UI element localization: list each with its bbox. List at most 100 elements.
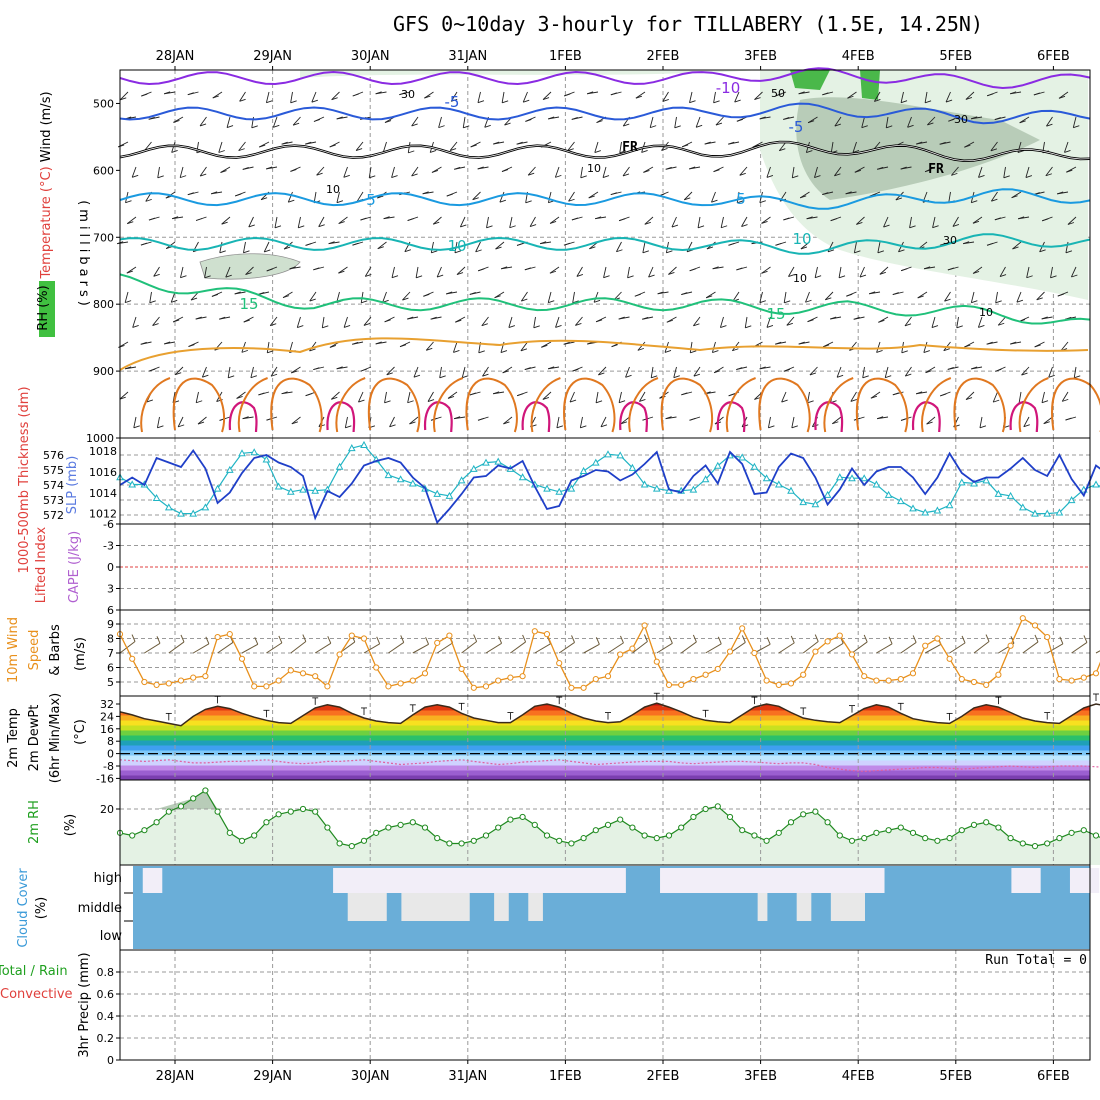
rh-marker [775, 829, 782, 836]
wind-barb [732, 348, 739, 352]
wind-barb [447, 391, 458, 399]
wind-units-label: (m/s) [73, 637, 88, 671]
wind-barb [822, 344, 830, 348]
wind-barb [713, 100, 720, 104]
wind-barb [384, 319, 391, 323]
axis-label-part: & Barbs [48, 624, 63, 676]
wind-barb [259, 144, 266, 148]
wind-barb [850, 391, 857, 402]
cloud-clear-middle [401, 893, 470, 921]
wind-barb [736, 118, 744, 122]
wind-barb [355, 148, 363, 152]
wind-barb [140, 242, 148, 246]
wind-barb [218, 150, 225, 153]
wind-barb [336, 200, 344, 204]
rh-marker [556, 837, 563, 844]
date-label-bottom: 30JAN [351, 1069, 390, 1084]
wind-barb [453, 349, 460, 353]
wind-barb [199, 123, 207, 127]
precip-tick-label: 0.4 [97, 1010, 115, 1023]
wind-barb [965, 91, 975, 100]
wind-barb [580, 166, 583, 178]
wind-barb [704, 141, 711, 145]
wind-barb [693, 373, 701, 377]
wind-barb [739, 172, 746, 176]
rh-marker [1007, 835, 1014, 842]
wind-speed-marker [800, 671, 807, 678]
wind-barb [180, 266, 184, 278]
rh-ylabel: RH (%) [36, 285, 51, 330]
wind-barb-10m [278, 635, 283, 644]
wind-barb-10m [1083, 635, 1088, 643]
wind-barb [199, 166, 207, 177]
wind-barb [689, 166, 696, 170]
wind-barb [508, 325, 515, 328]
temp-color-band [120, 775, 1090, 781]
wind-barb [997, 316, 1006, 326]
wind-barb [220, 170, 227, 173]
wind-barb [768, 425, 775, 429]
wind-barb [211, 293, 219, 297]
temp-color-band [120, 735, 1090, 741]
wind-barb-field [116, 91, 1081, 429]
wind-speed-marker [263, 683, 270, 690]
wind-barb [528, 172, 535, 176]
rh-marker [275, 811, 282, 818]
wind-barb [402, 291, 411, 301]
wind-barb [1060, 341, 1069, 351]
wind-barb [343, 166, 348, 178]
rh-marker [934, 837, 941, 844]
wind-barb [132, 316, 137, 328]
wind-barb [602, 166, 607, 178]
wind-barb [1072, 116, 1077, 128]
wind-speed-marker [1019, 615, 1026, 622]
wind-barb [713, 169, 720, 173]
wind-barb-10m [814, 634, 819, 642]
wind-barb [741, 224, 748, 227]
wind-barb [219, 250, 226, 254]
wind-speed-marker [702, 671, 709, 678]
rh-marker [397, 821, 404, 829]
wind-barb [316, 172, 323, 176]
wind-barb [358, 399, 365, 403]
slp-marker [1055, 508, 1064, 516]
wind-barb [267, 350, 274, 354]
wind-speed-marker [824, 638, 831, 645]
wind-barb [212, 95, 219, 99]
wind-barb [118, 144, 125, 148]
wind-barb [618, 218, 626, 222]
slp-marker [189, 509, 198, 517]
wind-barb [197, 416, 207, 425]
wind-barb [1009, 91, 1017, 95]
rh-marker [470, 837, 477, 844]
temperature-contour [119, 102, 1091, 125]
wind-speed-marker [1056, 676, 1063, 683]
wind-barb-10m [314, 642, 332, 654]
wind-barb [741, 216, 748, 227]
wind-barb [344, 416, 348, 428]
wind-barb [616, 241, 622, 252]
cloud-layer-label: middle [78, 901, 122, 916]
wind-barb [433, 221, 440, 225]
wind-barb [494, 295, 501, 299]
temperature-contour-25 [855, 377, 909, 433]
wind-barb [926, 416, 936, 425]
wind-barb-10m [643, 634, 648, 642]
wind-barb [575, 322, 582, 326]
wind-barb [407, 391, 411, 403]
wind-barb [824, 291, 834, 301]
wind-barb [336, 366, 343, 370]
wind-speed-marker [360, 635, 368, 642]
wind-barb [313, 367, 320, 371]
wind-barb [814, 275, 822, 279]
wind-barb [438, 125, 445, 129]
wind-barb [436, 266, 442, 278]
wind-barb-10m [461, 641, 477, 654]
wind-barb [358, 391, 364, 403]
wind-barb [455, 319, 462, 323]
contour-label: 10 [792, 230, 811, 248]
wind-barb [898, 241, 904, 252]
wind-barb [365, 273, 372, 277]
wind-barb [449, 148, 457, 151]
rh-marker [202, 787, 209, 794]
